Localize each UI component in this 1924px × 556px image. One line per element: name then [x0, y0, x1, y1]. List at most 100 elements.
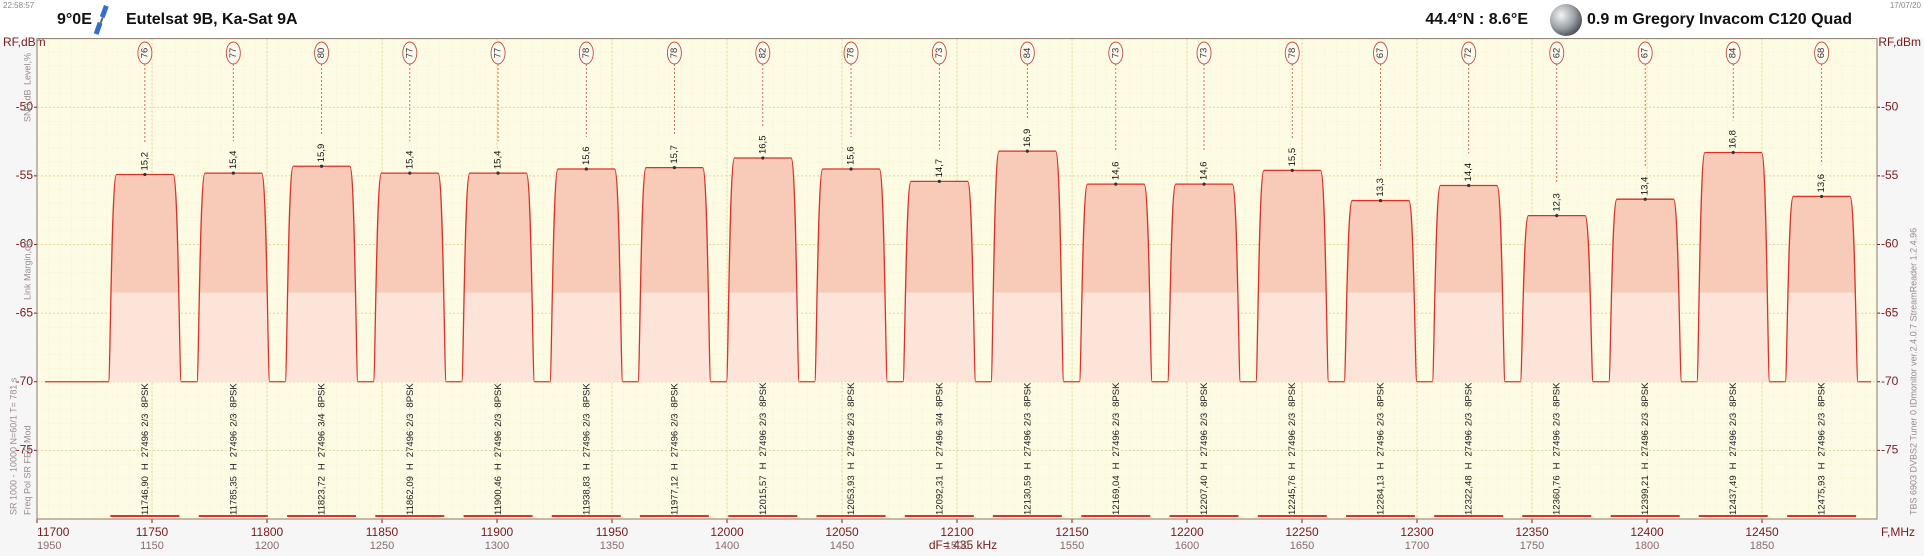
channel-freq-label: 12169,04 — [1110, 475, 1121, 515]
if-tick-label: 1950 — [37, 540, 61, 552]
level-label: 78 — [1287, 48, 1298, 59]
channel-sr: 27496 — [1463, 430, 1474, 456]
channel-bar — [1434, 515, 1504, 517]
y-tick-label: -65 — [16, 305, 34, 319]
y-tick-label: -50 — [16, 99, 34, 113]
level-label: 73 — [934, 48, 945, 59]
channel-sr: 27496 — [1110, 430, 1121, 456]
channel-fec: 3/4 — [934, 413, 945, 426]
level-label: 77 — [228, 48, 239, 59]
channel-bar — [110, 515, 180, 517]
channel-fec: 2/3 — [228, 414, 239, 427]
channel-mod: 8PSK — [1375, 382, 1386, 407]
x-tick-label: 11700 — [37, 525, 70, 539]
channel-fill-upper — [817, 168, 885, 293]
channel-info: 12399,21 H 27496 2/3 8PSK — [1640, 382, 1651, 515]
channel-freq-label: 11938,83 — [581, 476, 592, 515]
plot-frame — [36, 38, 1878, 520]
channel-fill-upper — [1081, 184, 1150, 293]
channel-freq-label: 12399,21 — [1640, 475, 1651, 515]
snr-label: 16,9 — [1022, 129, 1033, 148]
peak-marker — [231, 171, 235, 175]
y-axis-label-right: RF,dBm — [1878, 35, 1921, 49]
if-tick-label: 1400 — [715, 540, 739, 552]
level-bubble — [1373, 41, 1388, 65]
snr-label: 16,5 — [757, 136, 768, 155]
channel-mod: 8PSK — [1199, 382, 1210, 407]
channel-pol: H — [1199, 462, 1210, 469]
channel-info: 11977,12 H 27496 2/3 8PSK — [669, 383, 680, 515]
channel-pol: H — [1287, 462, 1298, 469]
level-label: 67 — [1375, 48, 1386, 59]
snr-label: 15,6 — [846, 146, 857, 165]
x-tick-label: 11750 — [136, 525, 169, 539]
side-label: Level,% — [22, 53, 32, 85]
y-tick-label-right: -70 — [1881, 374, 1899, 388]
y-tick-label: -75 — [16, 443, 34, 457]
channel-info: 11900,46 H 27496 2/3 8PSK — [493, 383, 504, 515]
channel-bar — [1522, 515, 1592, 517]
channel-pol: H — [1728, 462, 1739, 469]
channel-sr: 27496 — [1287, 430, 1298, 456]
level-bubble — [1019, 41, 1035, 65]
channel-freq-label: 11823,72 — [316, 476, 327, 515]
peak-marker — [1290, 168, 1294, 172]
channel-pol: H — [139, 463, 150, 470]
side-label: SNR,dB — [22, 89, 32, 122]
peak-marker — [1025, 149, 1029, 153]
peak-marker — [408, 171, 412, 175]
channel-info: 12322,48 H 27496 2/3 8PSK — [1463, 382, 1474, 515]
channel-sr: 27496 — [1551, 430, 1562, 456]
channel-bar — [992, 515, 1062, 517]
level-bubble — [666, 41, 682, 65]
channel-freq-label: 12015,57 — [757, 475, 768, 515]
level-bubble — [1549, 41, 1565, 65]
peak-marker — [1555, 214, 1559, 218]
level-bubble — [402, 41, 418, 65]
channel-mod: 8PSK — [1728, 382, 1739, 407]
side-label: SR 1000 - 10000 N=60/1 T= 781 s — [8, 377, 18, 515]
channel-pol: H — [316, 463, 327, 470]
channel-info: 11785,35 H 27496 2/3 8PSK — [228, 383, 239, 515]
channel-freq-label: 12245,76 — [1287, 475, 1298, 515]
peak-marker — [1820, 194, 1824, 199]
channel-mod: 8PSK — [1551, 382, 1562, 407]
level-label: 78 — [669, 48, 680, 59]
channel-info: 12245,76 H 27496 2/3 8PSK — [1287, 382, 1298, 515]
channel-sr: 27496 — [493, 431, 504, 457]
level-label: 80 — [316, 48, 327, 59]
level-label: 77 — [493, 48, 504, 59]
y-axis-label-left: RF,dBm — [3, 35, 46, 49]
if-tick-label: 1750 — [1520, 540, 1544, 552]
level-bubble — [1725, 41, 1741, 65]
channel-sr: 27496 — [404, 431, 415, 457]
snr-label: 15,6 — [581, 146, 592, 165]
x-tick-label: 12350 — [1515, 525, 1549, 539]
channel-fec: 2/3 — [846, 413, 857, 426]
peak-marker — [584, 167, 588, 171]
level-bubble — [1108, 41, 1124, 65]
channel-bar — [1610, 515, 1680, 517]
level-bubble — [490, 41, 506, 65]
if-tick-label: 1650 — [1290, 540, 1314, 552]
channel-fill-upper — [1170, 184, 1238, 293]
side-label: Link Margin,dB — [22, 240, 32, 300]
channel-info: 11862,09 H 27496 2/3 8PSK — [404, 383, 415, 515]
level-label: 84 — [1728, 48, 1739, 59]
channel-fill-upper — [1611, 199, 1679, 293]
channel-pol: H — [581, 463, 592, 470]
channel-fec: 2/3 — [1728, 413, 1739, 426]
channel-fec: 2/3 — [1110, 413, 1121, 426]
x-tick-label: 12100 — [940, 525, 974, 539]
channel-mod: 8PSK — [1287, 382, 1298, 407]
channel-sr: 27496 — [581, 431, 592, 457]
x-tick-label: 11950 — [596, 525, 629, 539]
channel-info: 11938,83 H 27496 2/3 8PSK — [581, 383, 592, 515]
channel-info: 12053,93 H 27496 2/3 8PSK — [846, 382, 857, 515]
location: 44.4°N : 8.6°E — [1425, 11, 1528, 28]
y-tick-label-right: -55 — [1881, 168, 1899, 182]
channel-fill-upper — [1258, 170, 1327, 293]
channel-info: 12169,04 H 27496 2/3 8PSK — [1110, 382, 1121, 515]
channel-pol: H — [493, 463, 504, 470]
y-tick-label-right: -50 — [1881, 99, 1899, 113]
